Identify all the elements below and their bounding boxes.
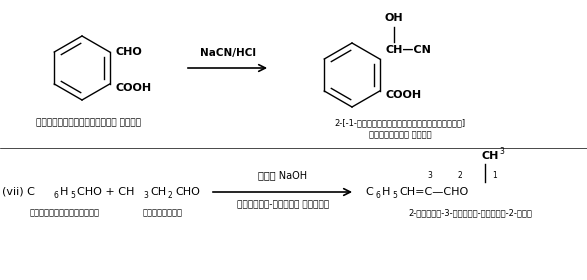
Text: प्रोपेनल: प्रोपेनल xyxy=(143,208,183,217)
Text: 2-मेथिल-3-फेनिल-प्रोप-2-ईनल: 2-मेथिल-3-फेनिल-प्रोप-2-ईनल xyxy=(408,208,532,217)
Text: CHO + CH: CHO + CH xyxy=(77,187,134,197)
Text: 2-[-1-हाइड्रोक्सीसायनोमेथिल]: 2-[-1-हाइड्रोक्सीसायनोमेथिल] xyxy=(335,118,465,127)
Text: 5: 5 xyxy=(392,192,397,200)
Text: 5: 5 xyxy=(70,192,75,200)
Text: फार्मिलबेन्जोइक अम्ल: फार्मिलबेन्जोइक अम्ल xyxy=(35,118,140,127)
Text: CH=C—CHO: CH=C—CHO xyxy=(399,187,468,197)
Text: बेन्जैल्डिहाइड: बेन्जैल्डिहाइड xyxy=(30,208,100,217)
Text: CH: CH xyxy=(150,187,166,197)
Text: 1: 1 xyxy=(492,171,497,180)
Text: 3: 3 xyxy=(143,192,148,200)
Text: CHO: CHO xyxy=(116,47,143,57)
Text: CH: CH xyxy=(481,151,498,161)
Text: NaCN/HCl: NaCN/HCl xyxy=(200,48,256,58)
Text: COOH: COOH xyxy=(116,83,152,93)
Text: क्लेजन-शिम्ट संघनन: क्लेजन-शिम्ट संघनन xyxy=(237,200,329,209)
Text: 3: 3 xyxy=(499,148,504,157)
Text: H: H xyxy=(60,187,68,197)
Text: 6: 6 xyxy=(375,192,380,200)
Text: बेन्जोइक अम्ल: बेन्जोइक अम्ल xyxy=(369,130,431,139)
Text: (vii) C: (vii) C xyxy=(2,187,35,197)
Text: C: C xyxy=(365,187,373,197)
Text: 6: 6 xyxy=(53,192,58,200)
Text: CH—CN: CH—CN xyxy=(386,45,432,55)
Text: CHO: CHO xyxy=(175,187,200,197)
Text: COOH: COOH xyxy=(386,90,422,100)
Text: 2: 2 xyxy=(168,192,173,200)
Text: 2: 2 xyxy=(458,171,463,180)
Text: तनु NaOH: तनु NaOH xyxy=(258,170,308,180)
Text: OH: OH xyxy=(384,13,403,23)
Text: 3: 3 xyxy=(427,171,433,180)
Text: H: H xyxy=(382,187,390,197)
